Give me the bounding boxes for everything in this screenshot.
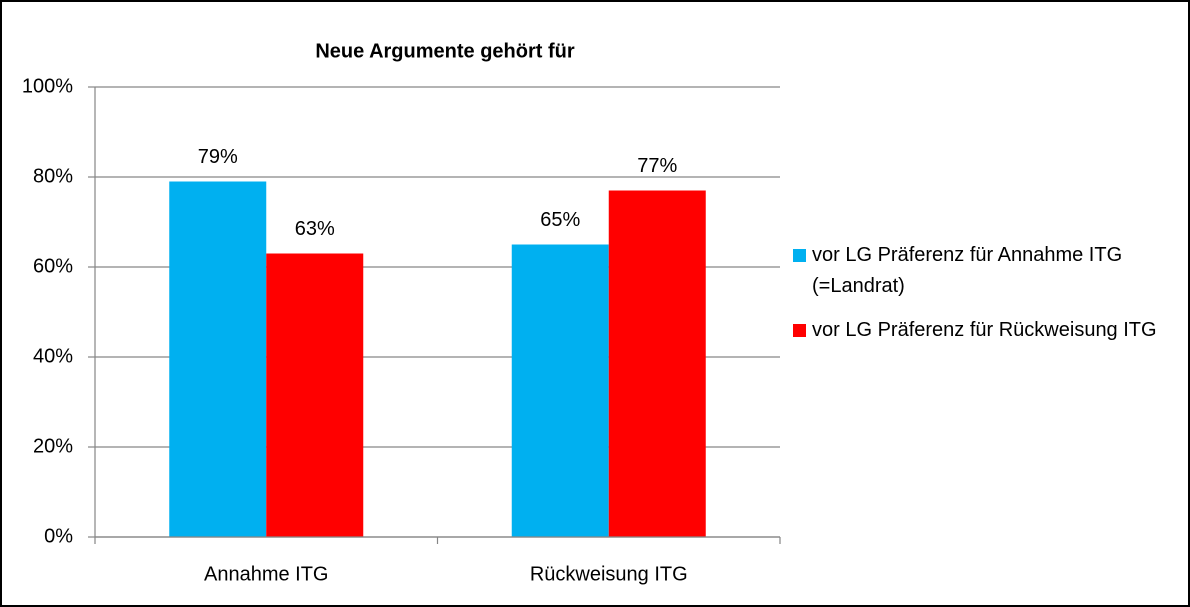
legend-swatch — [793, 249, 806, 262]
chart-title: Neue Argumente gehört für — [315, 40, 574, 62]
legend: vor LG Präferenz für Annahme ITG (=Landr… — [793, 240, 1173, 359]
y-tick-label: 0% — [44, 525, 73, 547]
value-label: 65% — [540, 209, 580, 231]
legend-swatch — [793, 324, 806, 337]
y-tick-label: 80% — [33, 165, 73, 187]
legend-item: vor LG Präferenz für Rückweisung ITG — [793, 315, 1173, 346]
value-label: 77% — [637, 155, 677, 177]
bar — [511, 244, 609, 537]
bar — [169, 181, 267, 537]
value-label: 79% — [198, 146, 238, 168]
legend-label: vor LG Präferenz für Rückweisung ITG — [812, 319, 1157, 341]
x-tick-label: Annahme ITG — [204, 563, 329, 585]
bar — [608, 190, 706, 537]
legend-label: vor LG Präferenz für Annahme ITG (=Landr… — [812, 244, 1123, 297]
y-tick-label: 20% — [33, 435, 73, 457]
x-tick-label: Rückweisung ITG — [530, 563, 688, 585]
y-tick-label: 60% — [33, 255, 73, 277]
bar — [266, 253, 364, 537]
legend-item: vor LG Präferenz für Annahme ITG (=Landr… — [793, 240, 1173, 302]
y-tick-label: 100% — [22, 75, 73, 97]
y-tick-label: 40% — [33, 345, 73, 367]
value-label: 63% — [295, 218, 335, 240]
